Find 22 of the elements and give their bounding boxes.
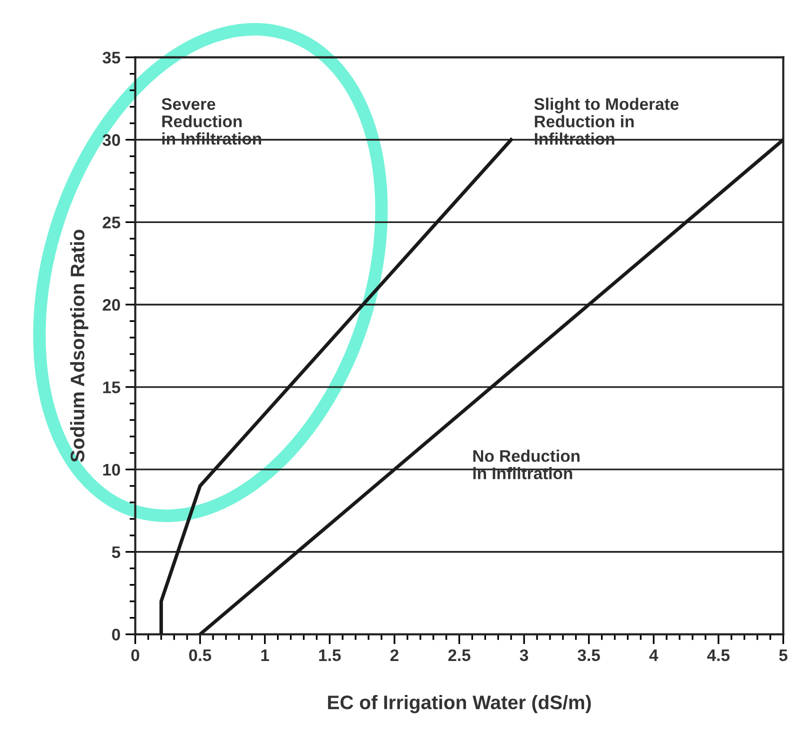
x-tick-label: 2.5 bbox=[448, 649, 470, 662]
y-tick-label: 15 bbox=[103, 382, 120, 394]
x-tick-label: 3.5 bbox=[578, 649, 600, 662]
x-tick-label: 1.5 bbox=[319, 650, 341, 662]
y-tick-label: 30 bbox=[102, 134, 120, 146]
x-tick-label: 0 bbox=[131, 649, 140, 662]
annotation: No Reduction in Infiltration bbox=[473, 450, 580, 480]
y-tick-label: 35 bbox=[102, 52, 120, 64]
y-tick-label: 25 bbox=[102, 216, 120, 228]
y-tick-label: 20 bbox=[102, 299, 120, 311]
y-axis-title: Sodium Adsorption Ratio bbox=[70, 230, 88, 462]
y-tick-label: 0 bbox=[112, 628, 120, 641]
x-tick-label: 4.5 bbox=[707, 650, 730, 662]
y-tick-label: 5 bbox=[112, 546, 120, 558]
x-tick-label: 1 bbox=[261, 650, 270, 661]
x-axis-title: EC of Irrigation Water (dS/m) bbox=[328, 694, 591, 714]
x-tick-label: 4 bbox=[649, 650, 658, 661]
x-tick-label: 0.5 bbox=[189, 649, 212, 662]
x-tick-label: 3 bbox=[520, 649, 528, 662]
y-tick-label: 10 bbox=[103, 464, 120, 476]
x-tick-label: 5 bbox=[779, 650, 788, 662]
x-tick-label: 2 bbox=[390, 649, 398, 661]
